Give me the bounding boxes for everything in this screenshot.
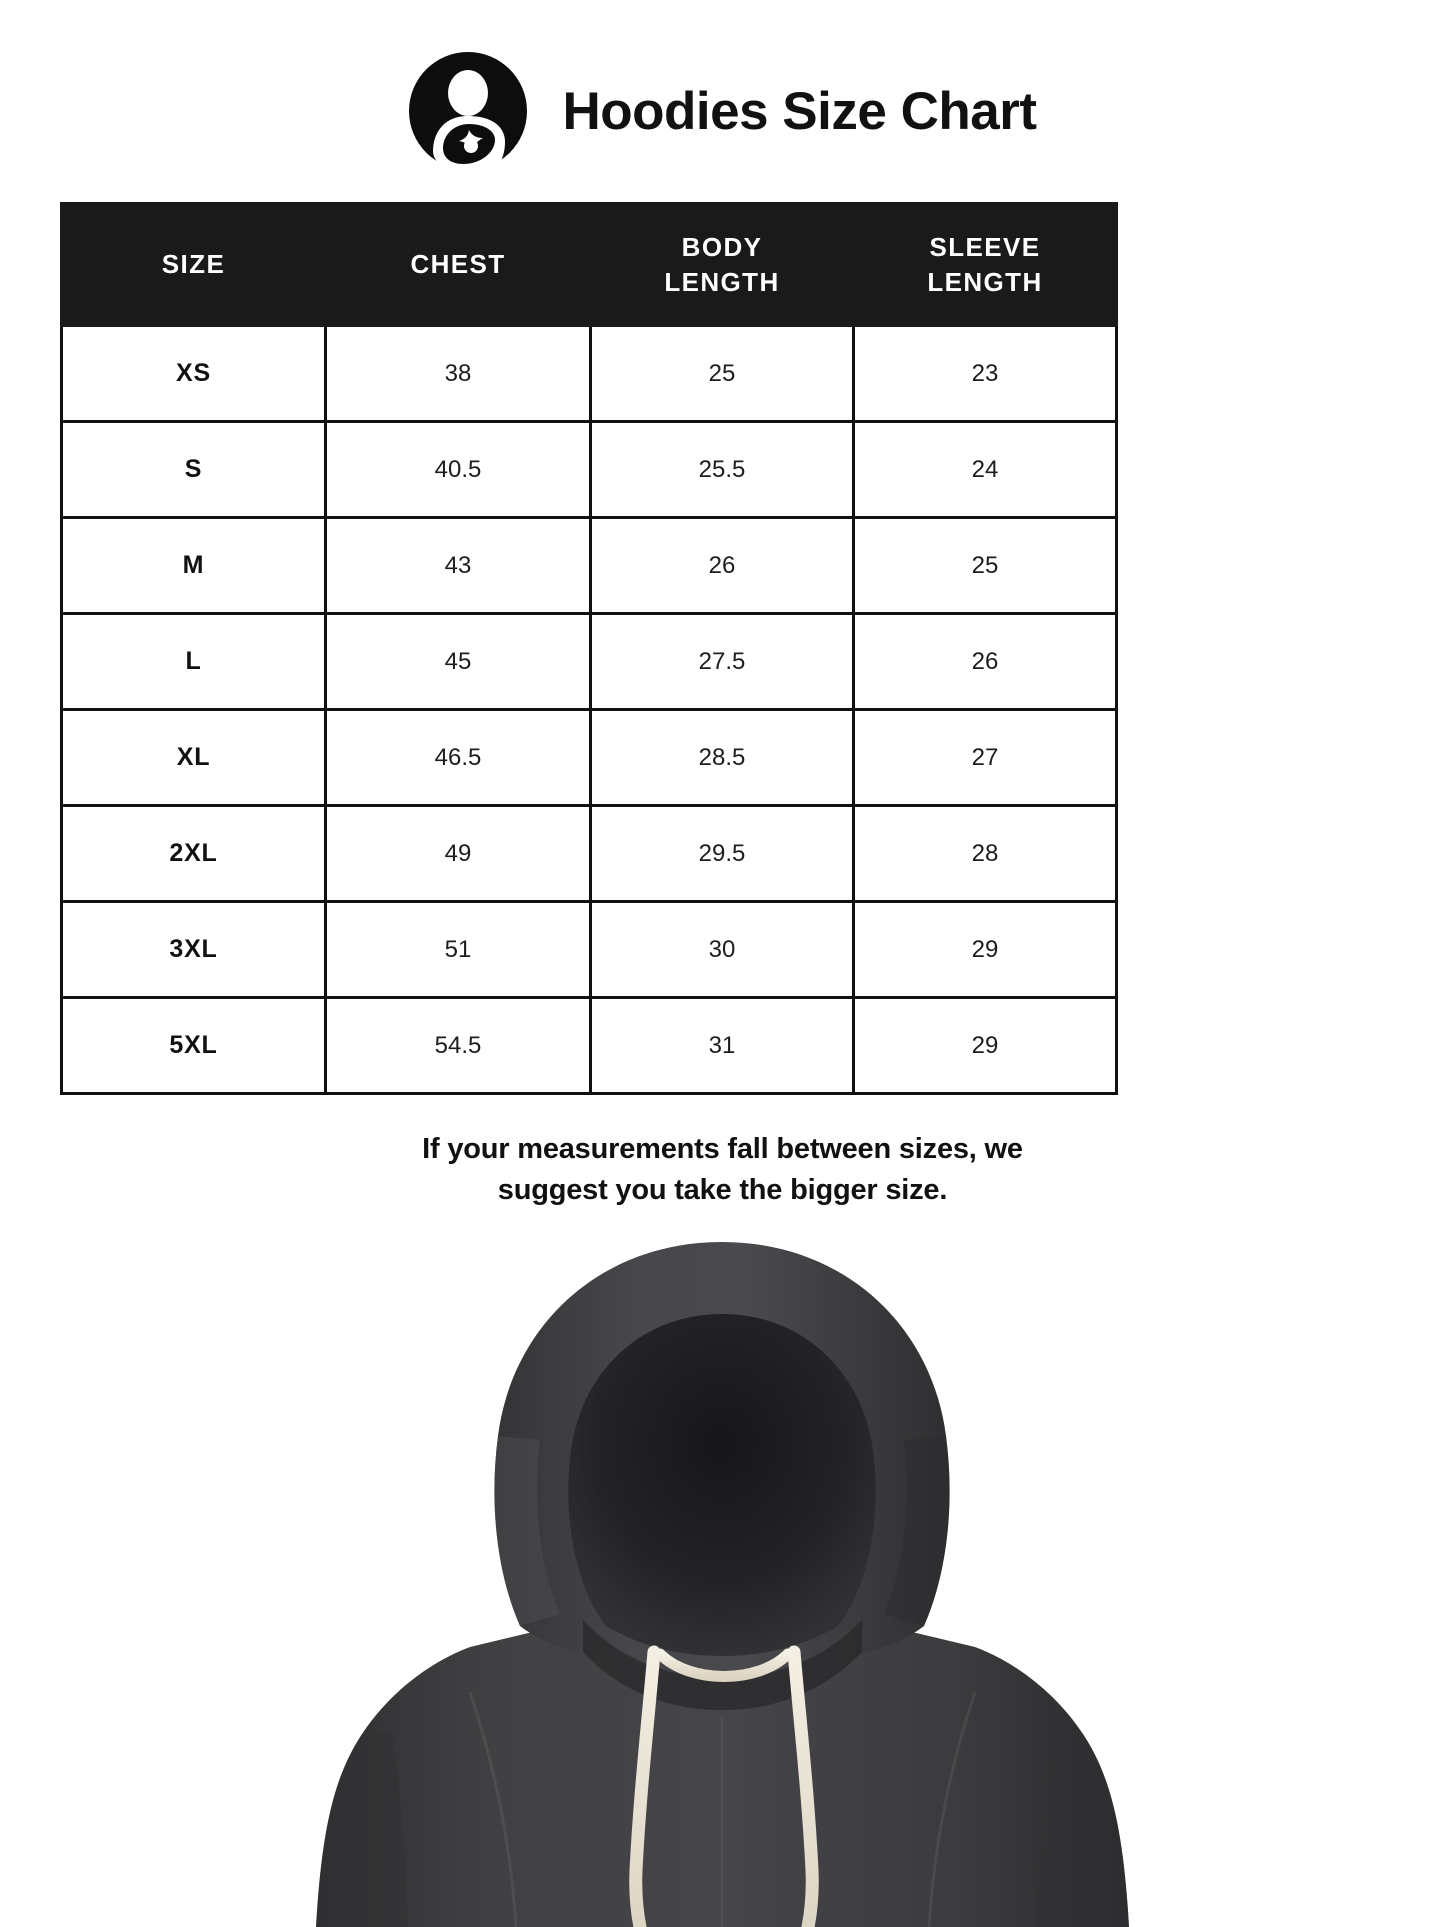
table-header: SIZE CHEST BODY LENGTH SLEEVE LENGTH bbox=[60, 202, 1118, 327]
table-row: XL 46.5 28.5 27 bbox=[60, 708, 1118, 807]
hoodie-hood-left-edge bbox=[494, 1436, 560, 1626]
page-header: Hoodies Size Chart bbox=[0, 0, 1445, 178]
table-row: L 45 27.5 26 bbox=[60, 612, 1118, 711]
cell-size: XL bbox=[60, 708, 327, 807]
cell-body-length: 26 bbox=[589, 516, 855, 615]
cell-sleeve-length: 29 bbox=[852, 996, 1118, 1095]
cell-sleeve-length: 25 bbox=[852, 516, 1118, 615]
cell-body-length: 25.5 bbox=[589, 420, 855, 519]
cell-sleeve-length: 23 bbox=[852, 324, 1118, 423]
cell-body-length: 25 bbox=[589, 324, 855, 423]
hoodie-product-image bbox=[0, 1222, 1445, 1927]
cell-chest: 43 bbox=[324, 516, 592, 615]
mother-and-child-logo-icon bbox=[408, 52, 527, 170]
table-header-row: SIZE CHEST BODY LENGTH SLEEVE LENGTH bbox=[60, 202, 1118, 327]
cell-chest: 49 bbox=[324, 804, 592, 903]
cell-size: 3XL bbox=[60, 900, 327, 999]
cell-chest: 45 bbox=[324, 612, 592, 711]
column-header-body-length-line1: BODY bbox=[681, 232, 763, 263]
table-body: XS 38 25 23 S 40.5 25.5 24 M 43 26 25 bbox=[60, 324, 1118, 1095]
page-title: Hoodies Size Chart bbox=[562, 81, 1037, 141]
hoodie-body bbox=[316, 1620, 1129, 1927]
cell-chest: 46.5 bbox=[324, 708, 592, 807]
cell-chest: 40.5 bbox=[324, 420, 592, 519]
sizing-note-line-1: If your measurements fall between sizes,… bbox=[422, 1133, 1023, 1165]
column-header-chest-line1: CHEST bbox=[410, 249, 506, 280]
table-row: M 43 26 25 bbox=[60, 516, 1118, 615]
table-row: 2XL 49 29.5 28 bbox=[60, 804, 1118, 903]
cell-size: 2XL bbox=[60, 804, 327, 903]
cell-sleeve-length: 24 bbox=[852, 420, 1118, 519]
column-header-sleeve-length-line2: LENGTH bbox=[927, 266, 1043, 297]
cell-chest: 51 bbox=[324, 900, 592, 999]
hoodie-drawstrings bbox=[629, 1645, 819, 1927]
cell-body-length: 30 bbox=[589, 900, 855, 999]
cell-size: M bbox=[60, 516, 327, 615]
table-row: 3XL 51 30 29 bbox=[60, 900, 1118, 999]
cell-body-length: 31 bbox=[589, 996, 855, 1095]
cell-size: L bbox=[60, 612, 327, 711]
column-header-sleeve-length: SLEEVE LENGTH bbox=[852, 202, 1118, 327]
hoodie-fabric-texture bbox=[468, 1691, 977, 1927]
size-chart-table: SIZE CHEST BODY LENGTH SLEEVE LENGTH bbox=[60, 202, 1118, 1095]
column-header-sleeve-length-line1: SLEEVE bbox=[929, 232, 1041, 263]
cell-sleeve-length: 27 bbox=[852, 708, 1118, 807]
cell-size: XS bbox=[60, 324, 327, 423]
cell-body-length: 28.5 bbox=[589, 708, 855, 807]
cell-size: S bbox=[60, 420, 327, 519]
cell-sleeve-length: 26 bbox=[852, 612, 1118, 711]
size-chart-table-container: SIZE CHEST BODY LENGTH SLEEVE LENGTH bbox=[0, 202, 1445, 1095]
hoodie-hood-right-edge bbox=[884, 1436, 950, 1626]
cell-chest: 54.5 bbox=[324, 996, 592, 1095]
column-header-size-line1: SIZE bbox=[161, 249, 226, 280]
column-header-size: SIZE bbox=[60, 202, 327, 327]
cell-chest: 38 bbox=[324, 324, 592, 423]
column-header-body-length-line2: LENGTH bbox=[664, 266, 780, 297]
table-row: 5XL 54.5 31 29 bbox=[60, 996, 1118, 1095]
cell-sleeve-length: 28 bbox=[852, 804, 1118, 903]
table-row: XS 38 25 23 bbox=[60, 324, 1118, 423]
column-header-chest: CHEST bbox=[324, 202, 592, 327]
hoodie-hood-opening bbox=[568, 1314, 876, 1656]
hoodie-right-sleeve-shadow bbox=[1037, 1734, 1129, 1927]
cell-body-length: 27.5 bbox=[589, 612, 855, 711]
table-row: S 40.5 25.5 24 bbox=[60, 420, 1118, 519]
cell-sleeve-length: 29 bbox=[852, 900, 1118, 999]
cell-size: 5XL bbox=[60, 996, 327, 1095]
hoodie-left-sleeve-shadow bbox=[316, 1734, 408, 1927]
sizing-note: If your measurements fall between sizes,… bbox=[0, 1129, 1445, 1211]
sizing-note-line-2: suggest you take the bigger size. bbox=[497, 1174, 948, 1207]
column-header-body-length: BODY LENGTH bbox=[589, 202, 855, 327]
cell-body-length: 29.5 bbox=[589, 804, 855, 903]
